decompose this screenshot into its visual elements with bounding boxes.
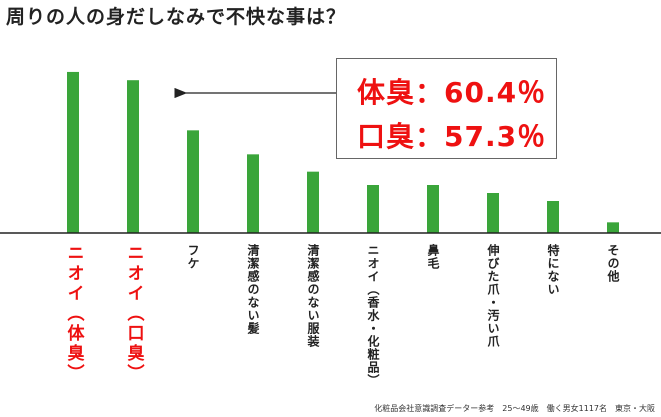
bar-7 — [487, 193, 499, 233]
bar-8 — [547, 201, 559, 233]
bar-2 — [187, 130, 199, 233]
chart-title: 周りの人の身だしなみで不快な事は？ — [6, 6, 347, 28]
bar-4 — [307, 171, 319, 233]
category-label-8: 特にない — [546, 244, 560, 296]
category-label-2: フケ — [186, 244, 200, 270]
callout-box: 体臭：60.4％ 口臭：57.3％ — [336, 58, 557, 159]
category-label-4: 清潔感のない服装 — [306, 244, 320, 348]
category-label-1: ニオイ（口臭） — [123, 244, 144, 384]
category-label-9: その他 — [606, 244, 620, 283]
category-label-0: ニオイ（体臭） — [63, 244, 84, 384]
bar-0 — [67, 71, 79, 233]
bar-5 — [367, 185, 379, 233]
callout-body-odor: 体臭：60.4％ — [357, 76, 547, 109]
callout-bad-breath: 口臭：57.3％ — [357, 120, 547, 153]
category-label-3: 清潔感のない髪 — [246, 244, 260, 335]
category-label-6: 鼻毛 — [426, 244, 440, 270]
category-label-5: ニオイ（香水・化粧品） — [366, 244, 380, 387]
category-label-7: 伸びた爪・汚い爪 — [486, 244, 500, 348]
bar-3 — [247, 154, 259, 233]
source-note: 化粧品会社意識調査データー参考 25～49歳 働く男女1117名 東京・大阪 — [374, 404, 655, 413]
bar-9 — [607, 222, 619, 233]
bar-1 — [127, 80, 139, 233]
bar-6 — [427, 185, 439, 233]
